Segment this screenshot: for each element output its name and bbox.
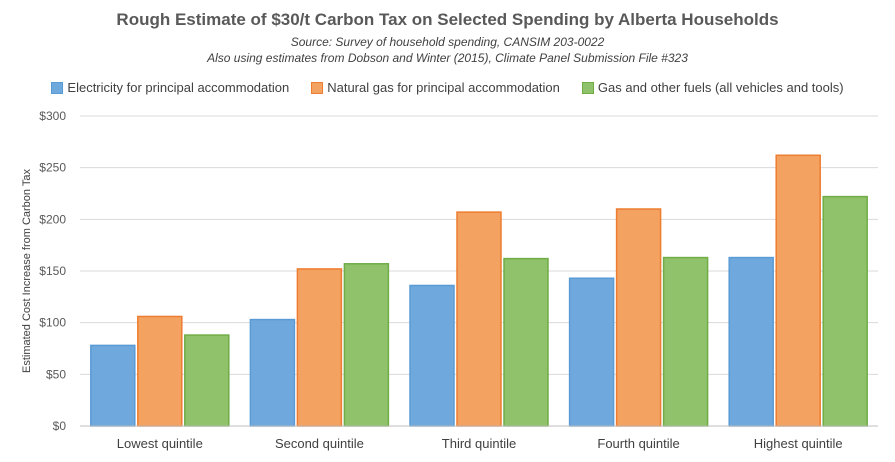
y-tick-label: $300 [39,109,66,123]
legend-swatch-electricity [51,81,64,94]
y-tick-label: $0 [53,419,67,433]
bar [456,211,502,427]
bar [503,257,549,427]
y-tick-label: $200 [39,212,66,226]
bar [615,208,662,427]
y-axis-label: Estimated Cost Increase from Carbon Tax [21,169,33,373]
legend-label-natural-gas: Natural gas for principal accommodation [327,80,560,95]
chart-subtitle-estimates: Also using estimates from Dobson and Win… [207,51,688,65]
bar [775,154,821,427]
x-tick-label: Third quintile [442,436,516,451]
x-tick-label: Fourth quintile [597,436,679,451]
x-tick-label: Lowest quintile [117,436,203,451]
legend-label-fuels: Gas and other fuels (all vehicles and to… [597,80,844,95]
legend: Electricity for principal accommodation … [0,80,895,95]
y-tick-label: $250 [39,161,66,175]
legend-swatch-natural-gas [311,81,324,94]
y-tick-label: $50 [46,367,66,381]
bar [343,263,390,427]
legend-item-electricity: Electricity for principal accommodation [51,80,289,95]
bar [90,344,136,427]
bar [249,318,296,427]
bar [728,256,774,427]
bar [184,334,230,427]
bar [409,284,455,427]
y-tick-label: $150 [39,264,66,278]
bar [822,195,868,427]
legend-item-fuels: Gas and other fuels (all vehicles and to… [581,80,844,95]
bar [296,268,343,427]
bar [137,315,183,427]
y-tick-label: $100 [39,316,66,330]
legend-swatch-fuels [581,81,594,94]
bar [568,277,615,427]
legend-item-natural-gas: Natural gas for principal accommodation [311,80,560,95]
chart-subtitle-source: Source: Survey of household spending, CA… [290,35,605,49]
legend-label-electricity: Electricity for principal accommodation [67,80,290,95]
x-tick-label: Second quintile [275,436,364,451]
bar [662,256,709,427]
chart-title: Rough Estimate of $30/t Carbon Tax on Se… [116,10,779,29]
x-tick-label: Highest quintile [754,436,843,451]
